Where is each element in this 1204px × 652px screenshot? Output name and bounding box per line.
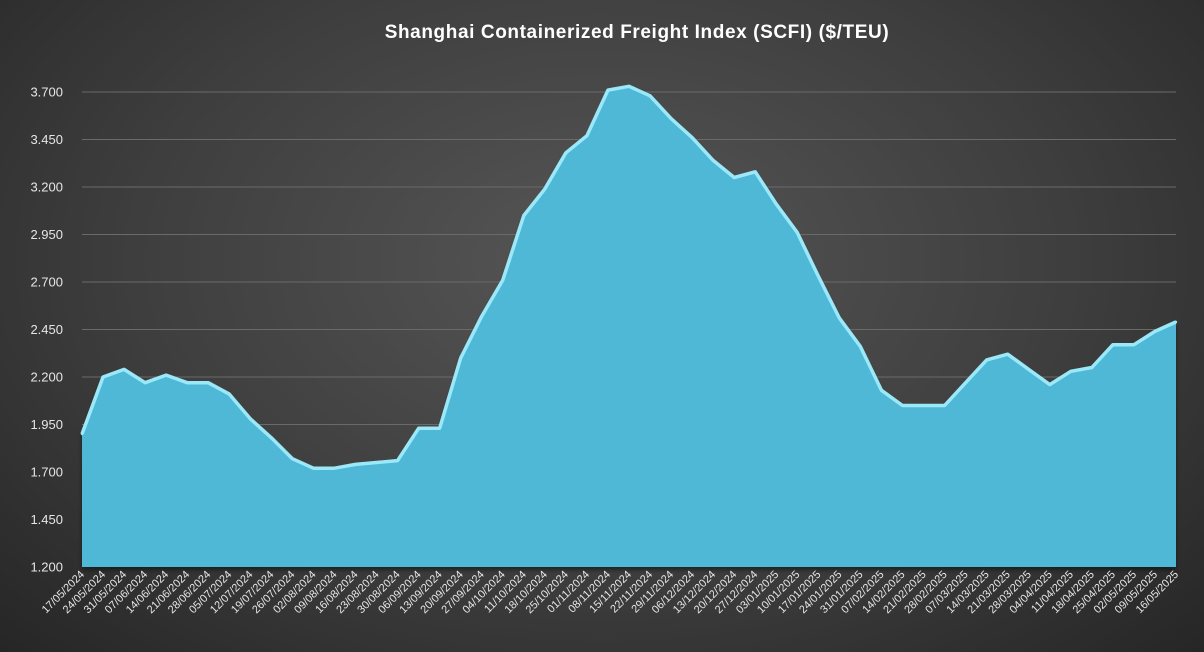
data-point xyxy=(1174,320,1178,324)
data-point xyxy=(796,231,799,234)
y-tick-label: 2.200 xyxy=(30,370,63,385)
data-point xyxy=(270,436,273,439)
data-point xyxy=(627,85,631,88)
data-point xyxy=(1048,383,1051,386)
data-point xyxy=(207,381,210,384)
data-point xyxy=(1090,366,1094,369)
data-point xyxy=(501,278,504,282)
data-point xyxy=(648,94,652,98)
y-tick-label: 2.450 xyxy=(30,322,63,337)
data-point xyxy=(122,368,126,371)
data-point xyxy=(943,404,946,407)
y-tick-label: 1.200 xyxy=(30,560,63,575)
data-point xyxy=(606,88,610,92)
data-point xyxy=(1111,343,1115,346)
data-point xyxy=(354,463,357,466)
data-point xyxy=(859,345,862,348)
data-point xyxy=(838,316,841,320)
data-point xyxy=(1069,370,1073,373)
data-point xyxy=(249,417,252,420)
data-point xyxy=(417,427,420,430)
y-tick-label: 1.450 xyxy=(30,512,63,527)
data-point xyxy=(711,159,715,162)
data-point xyxy=(880,389,883,392)
data-point xyxy=(1027,368,1030,371)
data-point xyxy=(522,214,526,217)
data-point xyxy=(228,392,231,396)
data-point xyxy=(585,134,589,137)
y-axis-ticks: 1.200 1.450 1.700 1.950 2.200 2.450 2.700 2.950… xyxy=(30,85,63,575)
data-point xyxy=(333,467,336,470)
data-point xyxy=(312,467,315,470)
x-axis-ticks: 17/05/202424/05/202431/05/202407/06/2024… xyxy=(40,569,1181,616)
data-point xyxy=(543,187,547,191)
y-tick-label: 3.700 xyxy=(30,85,63,100)
data-point xyxy=(185,381,189,384)
data-point xyxy=(669,117,673,120)
data-point xyxy=(754,170,757,173)
data-point xyxy=(964,381,967,384)
data-point xyxy=(1132,343,1136,346)
y-tick-label: 1.950 xyxy=(30,417,63,432)
area-series xyxy=(80,84,1178,568)
area-fill xyxy=(82,86,1176,568)
data-point xyxy=(922,404,925,407)
y-tick-label: 3.200 xyxy=(30,180,63,195)
data-point xyxy=(732,176,736,179)
y-tick-label: 1.700 xyxy=(30,465,63,480)
data-point xyxy=(817,275,820,278)
data-point xyxy=(438,427,441,430)
data-point xyxy=(480,315,483,318)
data-point xyxy=(291,457,294,460)
chart-title: Shanghai Containerized Freight Index (SC… xyxy=(385,22,890,43)
data-point xyxy=(459,356,462,360)
data-point xyxy=(101,375,105,379)
data-point xyxy=(164,373,168,377)
data-point xyxy=(80,432,84,436)
y-tick-label: 2.700 xyxy=(30,275,63,290)
data-point xyxy=(564,151,568,154)
data-point xyxy=(901,404,904,407)
data-point xyxy=(775,202,778,206)
data-point xyxy=(1153,330,1157,333)
data-point xyxy=(143,381,147,384)
data-point xyxy=(690,136,694,139)
y-tick-label: 2.950 xyxy=(30,227,63,242)
y-tick-label: 3.450 xyxy=(30,132,63,147)
data-point xyxy=(396,459,399,462)
data-point xyxy=(1006,353,1009,356)
data-point xyxy=(375,461,378,464)
data-point xyxy=(985,358,988,362)
